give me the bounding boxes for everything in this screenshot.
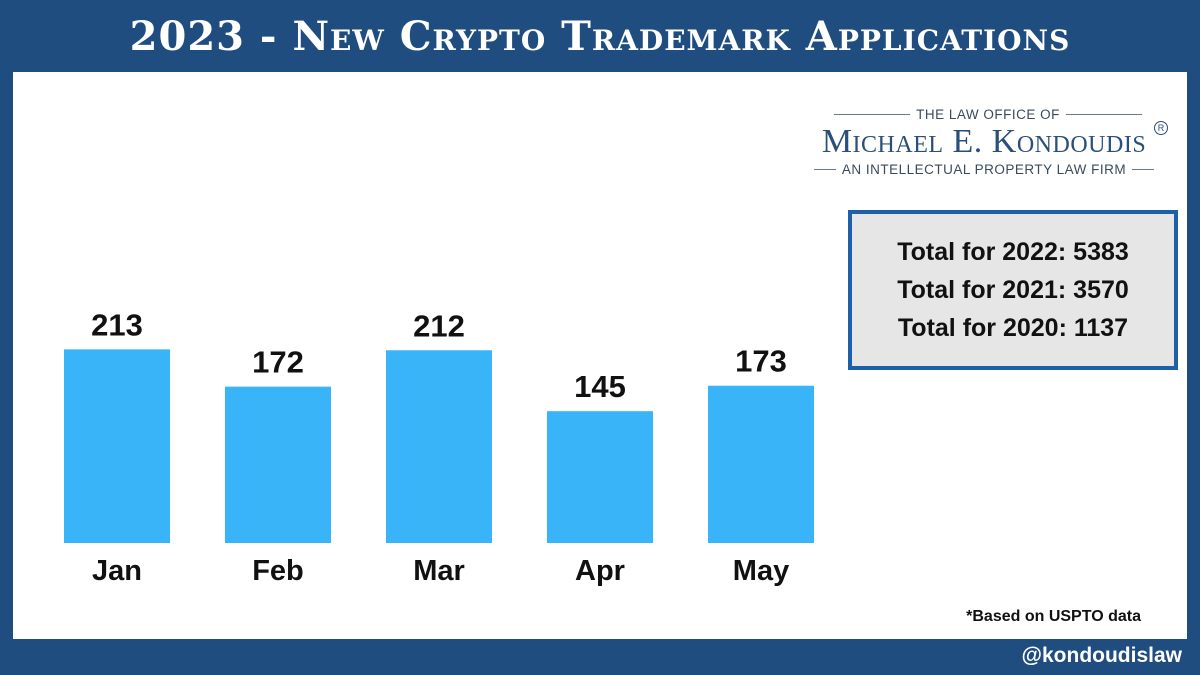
bar-may — [708, 385, 814, 543]
bar-jan — [64, 349, 170, 543]
totals-box: Total for 2022: 5383 Total for 2021: 357… — [848, 210, 1178, 370]
bar-chart: 213 Jan 172 Feb 212 Mar 145 Apr 173 May — [64, 307, 814, 587]
logo-firm-name: Michael E. Kondoudis — [821, 123, 1147, 160]
total-2020: Total for 2020: 1137 — [897, 314, 1129, 342]
social-handle: @kondoudislaw — [1021, 644, 1182, 667]
category-label-may: May — [733, 555, 789, 587]
total-2022: Total for 2022: 5383 — [897, 238, 1129, 266]
registered-mark-icon: R — [1154, 121, 1168, 135]
value-label-may: 173 — [735, 344, 787, 379]
source-note: *Based on USPTO data — [966, 608, 1141, 625]
value-label-apr: 145 — [574, 369, 626, 404]
firm-logo: THE LAW OFFICE OF Michael E. Kondoudis R… — [808, 107, 1168, 177]
chart-panel: 213 Jan 172 Feb 212 Mar 145 Apr 173 May THE LAW O… — [13, 72, 1187, 639]
bar-apr — [547, 411, 653, 543]
logo-rule-right-bottom — [1132, 169, 1154, 170]
logo-tagline: AN INTELLECTUAL PROPERTY LAW FIRM — [841, 162, 1127, 177]
logo-rule-right — [1065, 114, 1143, 115]
logo-rule-left — [834, 114, 911, 115]
total-2021: Total for 2021: 3570 — [897, 276, 1129, 304]
value-label-jan: 213 — [91, 307, 143, 342]
category-label-feb: Feb — [252, 555, 304, 587]
category-label-apr: Apr — [575, 555, 625, 587]
category-label-jan: Jan — [92, 555, 142, 587]
bar-feb — [225, 386, 331, 543]
value-label-mar: 212 — [413, 308, 465, 343]
page-title: 2023 - New Crypto Trademark Applications — [129, 12, 1071, 60]
category-label-mar: Mar — [413, 555, 465, 587]
value-label-feb: 172 — [252, 345, 304, 380]
logo-line-top: THE LAW OFFICE OF — [916, 107, 1060, 122]
logo-rule-left-bottom — [814, 169, 836, 170]
bar-mar — [386, 350, 492, 543]
